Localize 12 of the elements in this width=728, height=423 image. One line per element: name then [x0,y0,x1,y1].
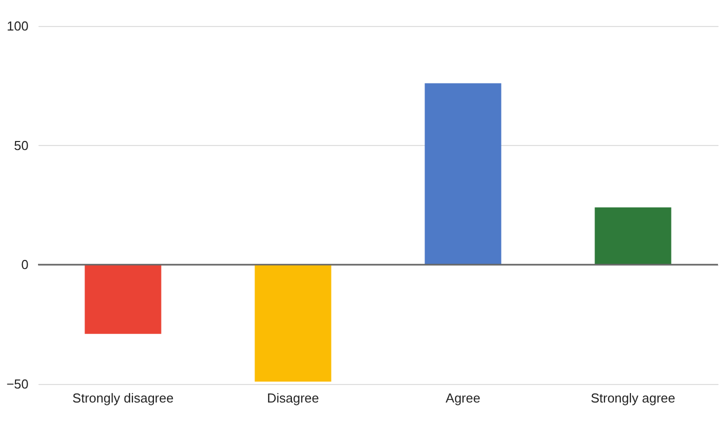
x-tick-label: Strongly agree [590,390,676,406]
y-tick-label: 100 [6,18,28,34]
x-tick-label: Agree [446,390,480,406]
bar [84,264,162,334]
bar [424,83,502,265]
bar [594,207,672,265]
bar [254,264,332,382]
x-tick-label: Disagree [266,390,320,406]
y-tick-label: −50 [6,376,28,392]
y-tick-label: 50 [14,138,28,153]
x-tick-label: Strongly disagree [72,390,174,406]
y-tick-label: 0 [21,257,28,272]
